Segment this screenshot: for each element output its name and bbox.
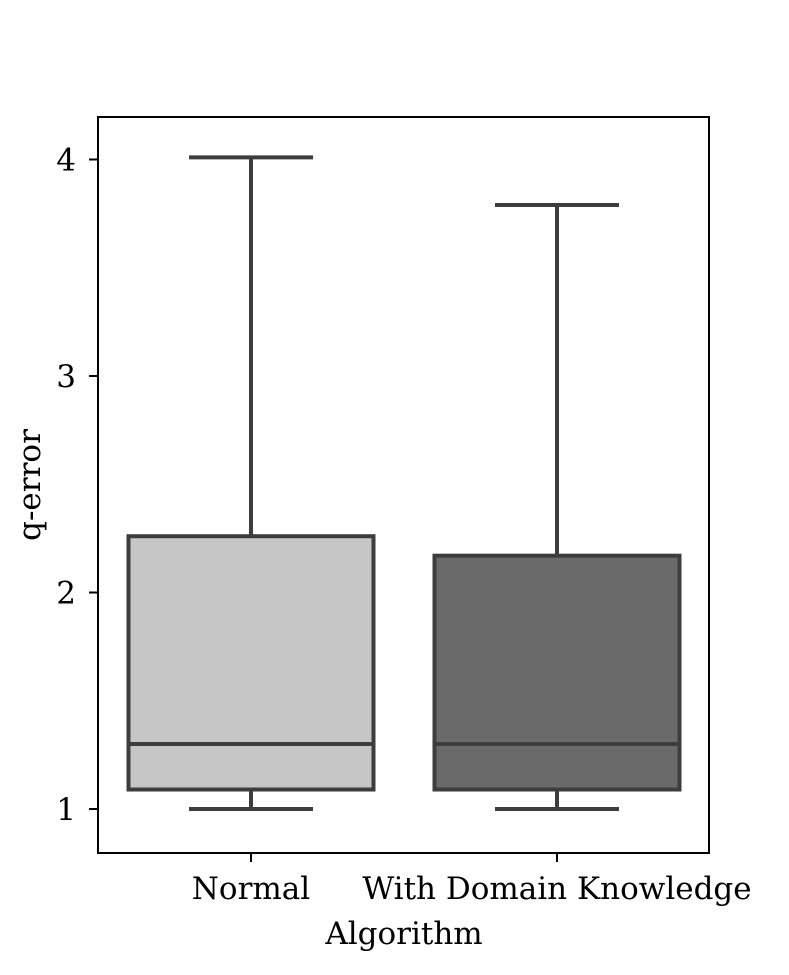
box-1	[126, 155, 376, 811]
box-2	[432, 202, 682, 811]
y-tick-label-2: 2	[56, 576, 76, 612]
plot-frame	[97, 116, 710, 854]
x-tick-label-1: Normal	[192, 871, 310, 907]
y-tick-label-1: 1	[56, 792, 76, 828]
y-axis: 1 2 3 4	[56, 143, 98, 828]
x-axis: Normal With Domain Knowledge	[192, 853, 752, 907]
y-tick-label-4: 4	[56, 143, 76, 179]
y-axis-label: q-error	[12, 429, 48, 541]
x-tick-label-2: With Domain Knowledge	[362, 871, 751, 907]
x-axis-label: Algorithm	[324, 916, 482, 952]
box-2-iqr-box	[432, 553, 682, 792]
boxes-layer	[126, 155, 682, 811]
y-tick-label-3: 3	[56, 359, 76, 395]
box-1-iqr-box	[126, 534, 376, 792]
